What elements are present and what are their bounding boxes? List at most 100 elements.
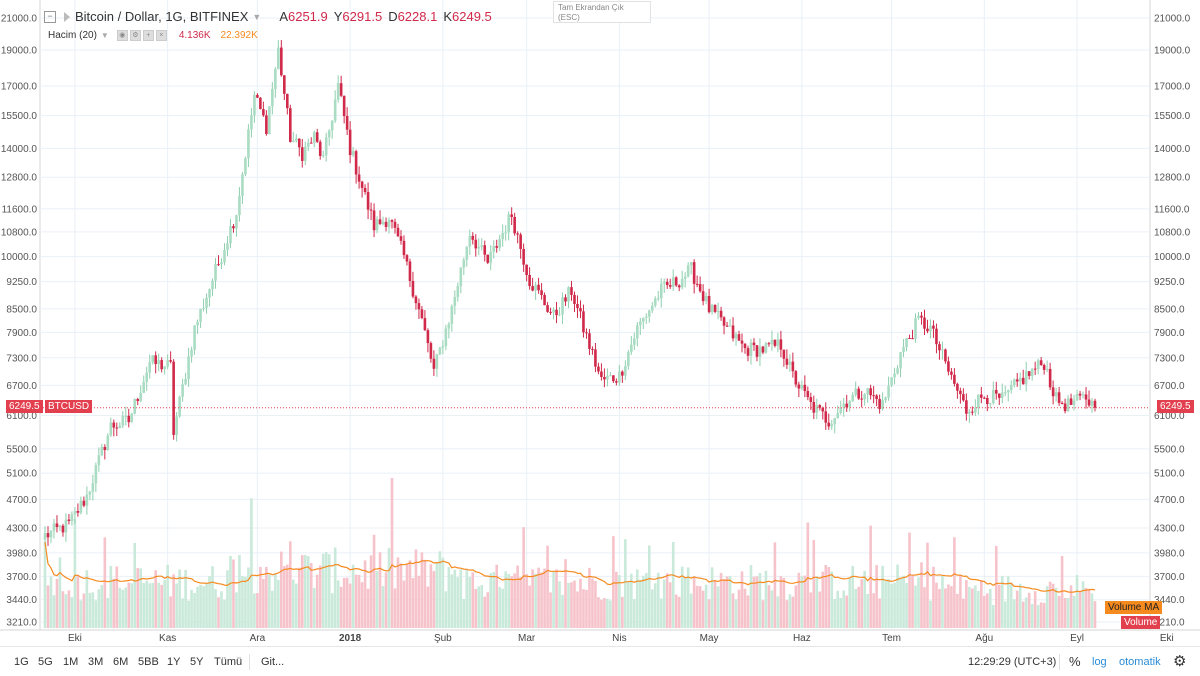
candle bbox=[211, 278, 214, 297]
candle-body bbox=[773, 339, 777, 346]
candle-body bbox=[994, 389, 998, 394]
candle bbox=[420, 305, 424, 320]
candle bbox=[588, 329, 591, 356]
timeframe-1g[interactable]: 1G bbox=[14, 656, 29, 668]
candle bbox=[1000, 383, 1004, 404]
candle-body bbox=[70, 514, 74, 521]
clock-readout[interactable]: 12:29:29 (UTC+3) bbox=[968, 656, 1057, 668]
candle bbox=[118, 422, 122, 429]
volume-bar bbox=[181, 598, 184, 628]
candle bbox=[471, 232, 475, 245]
symbol-title[interactable]: Bitcoin / Dollar, 1G, BITFINEX bbox=[75, 9, 249, 24]
timeframe-1m[interactable]: 1M bbox=[63, 656, 79, 668]
candle bbox=[863, 393, 866, 406]
gear-icon[interactable]: ⚙ bbox=[1173, 653, 1187, 670]
timeframe-5g[interactable]: 5G bbox=[38, 656, 53, 668]
candle bbox=[214, 257, 217, 289]
candle-body bbox=[707, 295, 711, 313]
chevron-down-icon[interactable]: ▼ bbox=[252, 11, 262, 22]
price-tick-label-left: 6100.0 bbox=[6, 411, 37, 422]
volume-bar bbox=[43, 541, 47, 628]
volume-indicator-label[interactable]: Hacim (20) bbox=[48, 30, 97, 41]
volume-bar bbox=[725, 576, 729, 628]
candle bbox=[788, 354, 792, 372]
candle bbox=[692, 259, 696, 294]
candle bbox=[609, 372, 612, 377]
price-chart[interactable]: 21000.0 21000.0 19000.0 19000.0 17000.0 17000… bbox=[0, 0, 1200, 646]
candle bbox=[1042, 363, 1046, 375]
candle-body bbox=[411, 280, 415, 297]
timeframe-1y[interactable]: 1Y bbox=[167, 656, 181, 668]
candle bbox=[959, 387, 962, 404]
timeframe-5y[interactable]: 5Y bbox=[190, 656, 204, 668]
candle-body bbox=[1012, 379, 1016, 386]
symbol-tag: BTCUSD bbox=[45, 400, 93, 413]
timeframe-all[interactable]: Tümü bbox=[214, 656, 243, 668]
volume-bar bbox=[202, 586, 205, 628]
exit-fullscreen-hint: (ESC) bbox=[558, 13, 580, 22]
candle bbox=[650, 302, 654, 313]
ohlc-high-value: 6291.5 bbox=[342, 9, 383, 24]
candle bbox=[728, 319, 732, 327]
exit-fullscreen-tooltip[interactable]: Tam Ekrandan Çık (ESC) bbox=[553, 1, 651, 23]
volume-bar bbox=[653, 583, 657, 628]
volume-bar bbox=[324, 551, 328, 628]
eye-icon[interactable]: ◉ bbox=[116, 30, 128, 41]
candle bbox=[755, 345, 759, 362]
candle bbox=[988, 402, 992, 409]
timeframe-3m[interactable]: 3M bbox=[88, 656, 104, 668]
settings-icon[interactable]: ⚙ bbox=[129, 30, 141, 41]
close-icon[interactable]: × bbox=[155, 30, 167, 41]
candle-body bbox=[923, 317, 926, 329]
candle bbox=[181, 378, 184, 402]
chevron-down-icon[interactable]: ▼ bbox=[100, 31, 109, 40]
timeframe-5bb[interactable]: 5BB bbox=[138, 656, 159, 668]
volume-bar bbox=[902, 575, 905, 628]
candle-body bbox=[324, 137, 328, 156]
volume-bar bbox=[612, 536, 615, 628]
volume-bar bbox=[671, 542, 675, 628]
candle-body bbox=[755, 345, 759, 357]
volume-bar bbox=[953, 537, 956, 628]
volume-bar bbox=[621, 596, 624, 628]
volume-bar bbox=[229, 555, 232, 628]
candle-body bbox=[991, 389, 995, 404]
collapse-icon[interactable]: − bbox=[44, 10, 56, 23]
candle bbox=[902, 339, 905, 358]
candle-body bbox=[46, 533, 50, 538]
volume-bar bbox=[232, 559, 235, 628]
volume-bar bbox=[917, 577, 920, 628]
goto-date-button[interactable]: Git... bbox=[261, 656, 285, 668]
log-scale-button[interactable]: log bbox=[1092, 656, 1107, 668]
volume-bar bbox=[564, 559, 567, 628]
timeframe-6m[interactable]: 6M bbox=[113, 656, 129, 668]
candle bbox=[357, 166, 361, 189]
candle-body bbox=[887, 385, 890, 398]
candle bbox=[375, 216, 379, 234]
volume-bar bbox=[582, 589, 585, 628]
auto-scale-button[interactable]: otomatik bbox=[1119, 656, 1161, 668]
candle-body bbox=[190, 349, 193, 357]
price-tick-label-right: 14000.0 bbox=[1154, 144, 1191, 155]
candle bbox=[244, 156, 247, 177]
candle-body bbox=[283, 75, 286, 94]
volume-bar bbox=[737, 589, 741, 628]
price-tick-label-right: 7300.0 bbox=[1154, 353, 1185, 364]
candle bbox=[312, 130, 316, 148]
volume-value: 4.136K bbox=[178, 30, 211, 41]
time-tick-label: Eyl bbox=[1070, 633, 1084, 644]
candle bbox=[336, 75, 340, 103]
candle bbox=[76, 503, 80, 517]
volume-bar bbox=[390, 478, 394, 628]
percent-scale-button[interactable]: % bbox=[1069, 654, 1081, 669]
candle bbox=[133, 398, 137, 415]
volume-bar bbox=[333, 547, 337, 628]
candle-body bbox=[1042, 365, 1046, 370]
volume-bar bbox=[935, 582, 938, 628]
candle bbox=[761, 345, 765, 355]
plus-icon[interactable]: + bbox=[142, 30, 154, 41]
price-tick-label-right: 5500.0 bbox=[1154, 444, 1185, 455]
candle bbox=[468, 229, 472, 256]
candle bbox=[1090, 397, 1094, 413]
candle bbox=[818, 404, 822, 411]
